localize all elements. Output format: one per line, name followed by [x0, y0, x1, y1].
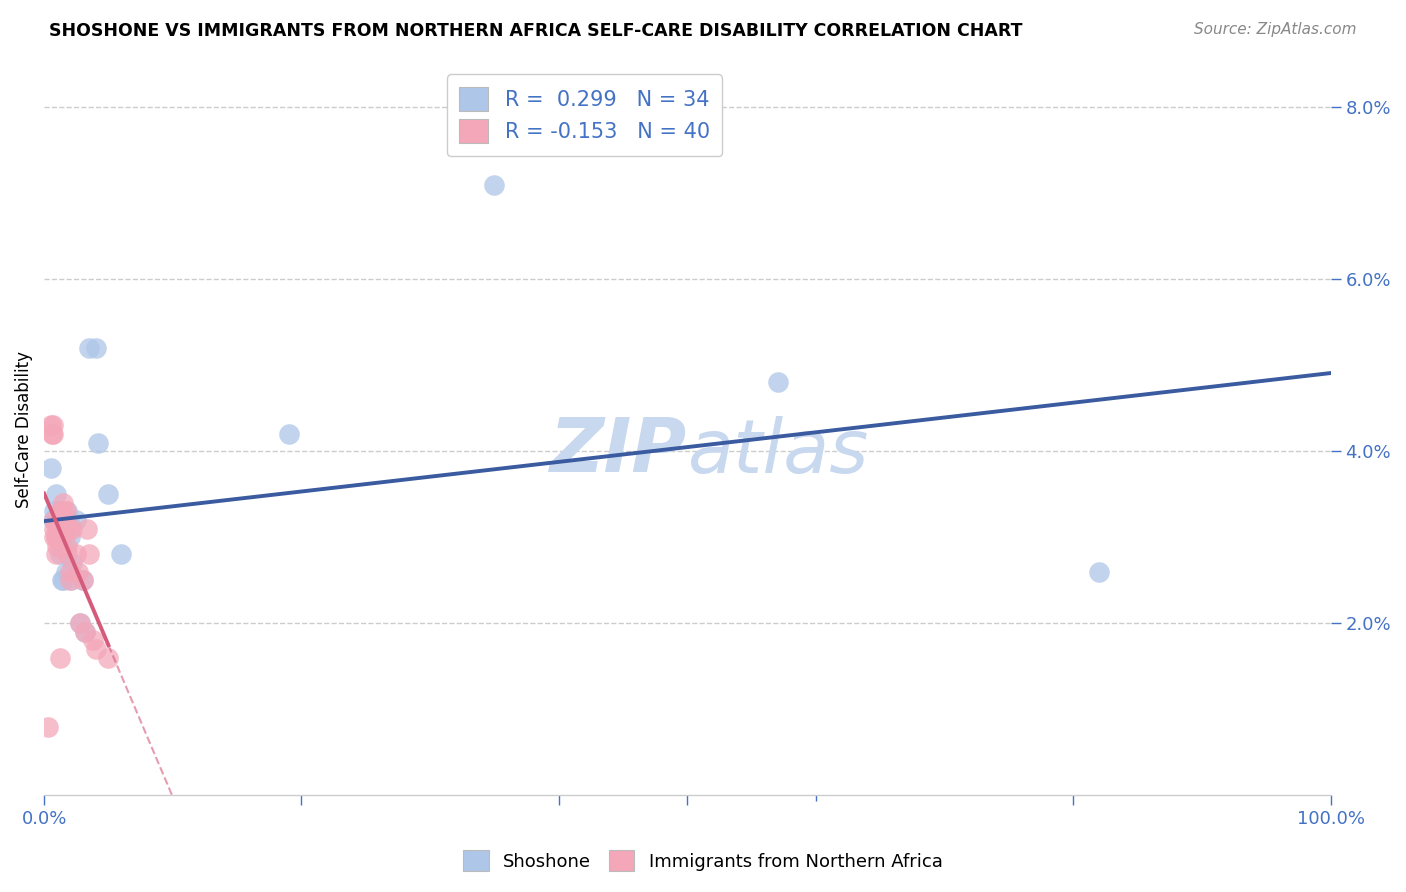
Point [45, 487, 67, 501]
Point [72, 574, 94, 588]
Point [72, 574, 94, 588]
Point [51, 574, 73, 588]
Point [49, 530, 72, 544]
Point [39, 418, 62, 433]
Point [37, 719, 59, 733]
Point [1088, 565, 1111, 579]
Point [42, 427, 65, 442]
Point [46, 513, 69, 527]
Point [484, 178, 506, 192]
Point [59, 574, 82, 588]
Point [766, 376, 789, 390]
Point [53, 539, 76, 553]
Point [59, 530, 82, 544]
Point [53, 513, 76, 527]
Legend: R =  0.299   N = 34, R = -0.153   N = 40: R = 0.299 N = 34, R = -0.153 N = 40 [447, 74, 723, 156]
Point [87, 435, 110, 450]
Point [44, 504, 66, 518]
Point [52, 530, 75, 544]
Point [62, 522, 84, 536]
Point [69, 616, 91, 631]
Point [56, 513, 79, 527]
Point [48, 504, 70, 518]
Point [55, 565, 77, 579]
Point [69, 616, 91, 631]
Point [84, 642, 107, 657]
Point [45, 548, 67, 562]
Point [110, 548, 132, 562]
Point [65, 513, 87, 527]
Point [76, 522, 98, 536]
Point [46, 539, 69, 553]
Point [75, 624, 97, 639]
Point [62, 556, 84, 570]
Point [77, 341, 100, 355]
Text: Source: ZipAtlas.com: Source: ZipAtlas.com [1194, 22, 1357, 37]
Point [97, 487, 120, 501]
Point [49, 513, 72, 527]
Point [66, 565, 89, 579]
Point [59, 565, 82, 579]
Point [97, 650, 120, 665]
Point [52, 504, 75, 518]
Point [46, 513, 69, 527]
Legend: Shoshone, Immigrants from Northern Africa: Shoshone, Immigrants from Northern Afric… [456, 843, 950, 879]
Point [58, 522, 80, 536]
Point [48, 548, 70, 562]
Point [52, 574, 75, 588]
Point [58, 513, 80, 527]
Point [65, 548, 87, 562]
Point [48, 650, 70, 665]
Point [53, 513, 76, 527]
Point [77, 548, 100, 562]
Point [46, 530, 69, 544]
Y-axis label: Self-Care Disability: Self-Care Disability [15, 351, 32, 508]
Text: atlas: atlas [688, 416, 869, 488]
Point [56, 548, 79, 562]
Point [39, 461, 62, 475]
Point [45, 530, 67, 544]
Point [48, 504, 70, 518]
Point [44, 513, 66, 527]
Point [52, 496, 75, 510]
Point [277, 427, 299, 442]
Point [75, 624, 97, 639]
Point [42, 418, 65, 433]
Point [46, 530, 69, 544]
Point [42, 513, 65, 527]
Text: ZIP: ZIP [550, 415, 688, 488]
Point [84, 341, 107, 355]
Point [44, 530, 66, 544]
Point [56, 504, 79, 518]
Point [48, 522, 70, 536]
Text: SHOSHONE VS IMMIGRANTS FROM NORTHERN AFRICA SELF-CARE DISABILITY CORRELATION CHA: SHOSHONE VS IMMIGRANTS FROM NORTHERN AFR… [49, 22, 1022, 40]
Point [44, 522, 66, 536]
Point [56, 539, 79, 553]
Point [55, 522, 77, 536]
Point [46, 522, 69, 536]
Point [82, 633, 104, 648]
Point [41, 427, 63, 442]
Point [49, 530, 72, 544]
Point [55, 504, 77, 518]
Point [60, 574, 83, 588]
